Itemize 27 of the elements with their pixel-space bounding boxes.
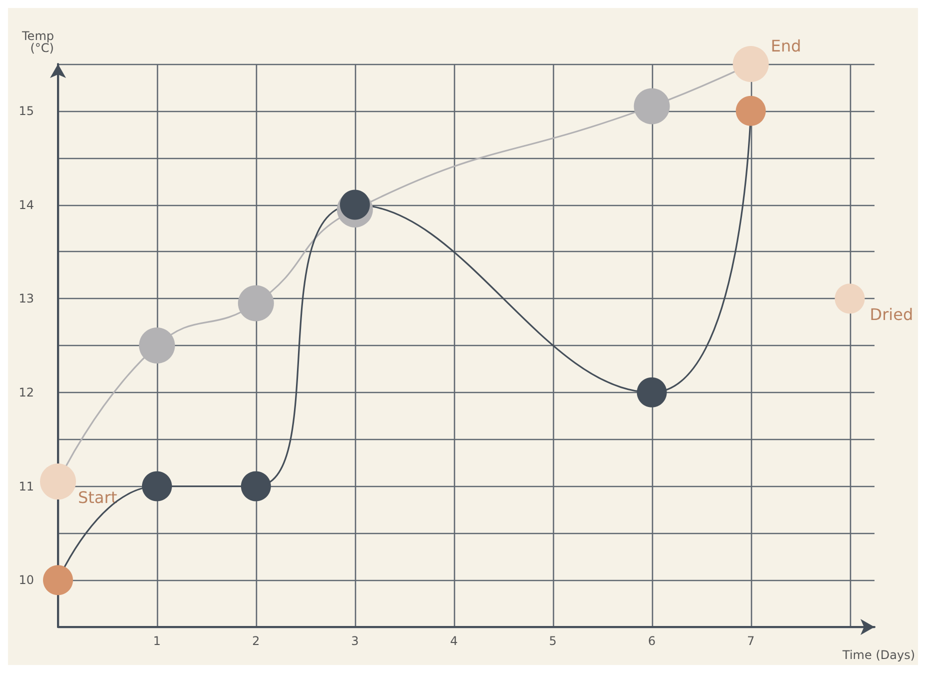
y-tick-label: 11 bbox=[18, 479, 34, 494]
point bbox=[834, 284, 865, 314]
annotation: Start bbox=[78, 488, 118, 508]
annotation: Dried bbox=[870, 305, 914, 324]
x-tick-label: 4 bbox=[450, 634, 458, 648]
point bbox=[636, 377, 667, 408]
y-tick-label: 15 bbox=[18, 104, 34, 118]
x-tick-label: 3 bbox=[351, 634, 359, 648]
x-tick-label: 1 bbox=[153, 634, 161, 648]
y-axis-title: Temp (°C) bbox=[21, 29, 54, 55]
annotation: End bbox=[770, 36, 802, 56]
point bbox=[142, 471, 172, 502]
x-axis-title: Time (Days) bbox=[842, 648, 916, 662]
y-tick-label: 12 bbox=[18, 385, 34, 400]
x-tick-label: 6 bbox=[648, 634, 656, 648]
point bbox=[736, 96, 766, 126]
point bbox=[634, 88, 670, 124]
x-tick-label: 2 bbox=[252, 634, 260, 648]
y-tick-label: 10 bbox=[18, 573, 34, 588]
y-tick-label: 14 bbox=[18, 198, 34, 212]
x-tick-label: 5 bbox=[549, 634, 557, 648]
point bbox=[139, 328, 175, 364]
y-tick-label: 13 bbox=[18, 292, 34, 306]
x-tick-label: 7 bbox=[746, 634, 755, 648]
point bbox=[240, 471, 271, 502]
point bbox=[238, 285, 274, 322]
point bbox=[43, 565, 73, 596]
